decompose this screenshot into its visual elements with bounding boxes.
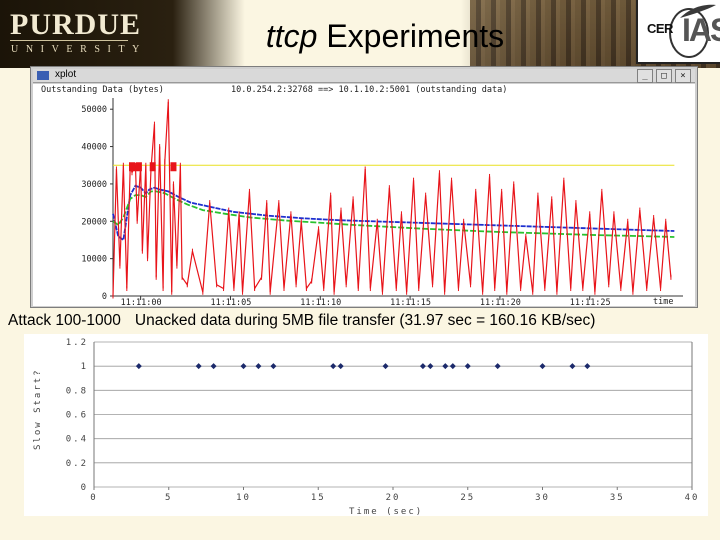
data-point bbox=[255, 363, 262, 370]
retransmit-marker bbox=[135, 162, 142, 172]
y-tick-label: 0.4 bbox=[66, 435, 88, 445]
slow-start-chart: Time (sec) Slow Start? 0 0.2 0.4 0.6 0.8 1 1.2… bbox=[24, 334, 708, 517]
x-tick-label: 11:11:20 bbox=[480, 298, 521, 306]
y-tick-label: 0.6 bbox=[66, 411, 88, 421]
y-axis-title: Slow Start? bbox=[33, 368, 43, 450]
quill-icon bbox=[680, 4, 716, 18]
y-tick-label: 50000 bbox=[81, 105, 107, 115]
cerias-logo-part2: IAS bbox=[682, 12, 720, 48]
data-point bbox=[270, 363, 277, 370]
data-point bbox=[195, 363, 202, 370]
maximize-button[interactable]: □ bbox=[656, 69, 672, 83]
data-point bbox=[337, 363, 344, 370]
x-tick-label: 15 bbox=[311, 493, 326, 503]
purdue-logo: PURDUE bbox=[10, 8, 141, 41]
data-point bbox=[494, 363, 501, 370]
data-point bbox=[464, 363, 471, 370]
y-tick-label: 1 bbox=[81, 362, 88, 372]
y-tick-label: 30000 bbox=[81, 180, 107, 190]
purdue-logo-subtext: UNIVERSITY bbox=[11, 44, 147, 55]
window-title: xplot bbox=[55, 69, 77, 80]
series-outstanding bbox=[112, 101, 672, 297]
x-tick-label: 20 bbox=[386, 493, 401, 503]
data-point bbox=[449, 363, 456, 370]
x-tick-label: 5 bbox=[165, 493, 172, 503]
data-point bbox=[442, 363, 449, 370]
y-tick-label: 0.2 bbox=[66, 459, 88, 469]
y-tick-label: 0 bbox=[102, 292, 107, 302]
y-tick-label: 20000 bbox=[81, 217, 107, 227]
window-menu-icon[interactable] bbox=[37, 71, 49, 80]
y-tick-label: 0 bbox=[81, 483, 88, 493]
data-point bbox=[419, 363, 426, 370]
caption: Attack 100-1000 Unacked data during 5MB f… bbox=[8, 312, 595, 330]
x-tick-label: 0 bbox=[90, 493, 97, 503]
caption-description: Unacked data during 5MB file transfer (3… bbox=[134, 312, 596, 329]
x-axis-label: time bbox=[653, 297, 673, 306]
logo-ring bbox=[669, 8, 709, 58]
data-point bbox=[135, 363, 142, 370]
minimize-button[interactable]: _ bbox=[637, 69, 653, 83]
xplot-window[interactable]: xplot _ □ × Outstanding Data (bytes) 10.… bbox=[30, 66, 698, 308]
slide-title-rest: Experiments bbox=[317, 18, 505, 54]
y-tick-label: 40000 bbox=[81, 143, 107, 153]
x-tick-label: 10 bbox=[236, 493, 251, 503]
connection-label: 10.0.254.2:32768 ==> 10.1.10.2:5001 (out… bbox=[231, 85, 507, 95]
window-titlebar[interactable]: xplot _ □ × bbox=[33, 69, 695, 83]
data-point bbox=[330, 363, 337, 370]
y-tick-label: 1.2 bbox=[66, 338, 88, 348]
cerias-logo: CER IAS bbox=[636, 0, 720, 64]
x-tick-label: 11:11:15 bbox=[390, 298, 431, 306]
x-axis-title: Time (sec) bbox=[349, 507, 423, 516]
x-tick-label: 11:11:10 bbox=[300, 298, 341, 306]
x-tick-label: 25 bbox=[460, 493, 475, 503]
data-point bbox=[539, 363, 546, 370]
y-tick-label: 10000 bbox=[81, 255, 107, 265]
x-tick-label: 11:11:00 bbox=[121, 298, 162, 306]
data-point bbox=[584, 363, 591, 370]
xplot-plot-area[interactable]: Outstanding Data (bytes) 10.0.254.2:3276… bbox=[33, 84, 695, 308]
x-tick-label: 11:11:25 bbox=[570, 298, 611, 306]
x-tick-label: 40 bbox=[685, 493, 700, 503]
slide-title: ttcp Experiments bbox=[0, 18, 720, 55]
xplot-chart[interactable]: Outstanding Data (bytes) 10.0.254.2:3276… bbox=[33, 84, 695, 308]
data-point bbox=[382, 363, 389, 370]
caption-attack: Attack 100-1000 bbox=[8, 312, 121, 329]
x-tick-label: 11:11:05 bbox=[210, 298, 251, 306]
retransmit-marker bbox=[170, 162, 177, 172]
data-point bbox=[210, 363, 217, 370]
slide-title-italic: ttcp bbox=[265, 18, 318, 54]
retransmit-marker bbox=[129, 162, 135, 172]
close-button[interactable]: × bbox=[675, 69, 691, 83]
data-point bbox=[240, 363, 247, 370]
data-point bbox=[427, 363, 434, 370]
x-tick-label: 30 bbox=[535, 493, 550, 503]
x-tick-label: 35 bbox=[610, 493, 625, 503]
slow-start-plot: Time (sec) Slow Start? 0 0.2 0.4 0.6 0.8 1 1.2… bbox=[33, 338, 700, 517]
data-point bbox=[569, 363, 576, 370]
y-axis-label: Outstanding Data (bytes) bbox=[41, 85, 164, 95]
logo-rule bbox=[10, 40, 128, 41]
window-controls: _ □ × bbox=[637, 69, 691, 83]
series-avg_blue bbox=[112, 184, 675, 242]
y-tick-label: 0.8 bbox=[66, 386, 88, 396]
retransmit-marker bbox=[149, 162, 156, 172]
series-avg_green bbox=[112, 190, 675, 238]
cerias-logo-part1: CER bbox=[647, 21, 673, 36]
